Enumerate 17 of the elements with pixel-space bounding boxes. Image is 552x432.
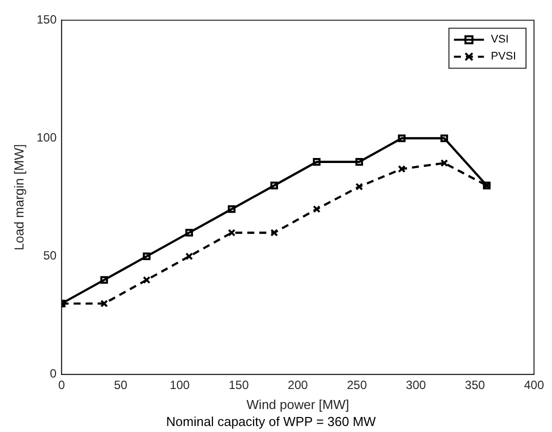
text: Nominal capacity of WPP = 360 MW: [166, 414, 377, 429]
x-tick-label: 200: [288, 378, 308, 392]
x-axis-title: Wind power [MW]: [246, 397, 350, 412]
x-tick-label: 250: [346, 378, 368, 392]
y-tick-label: 50: [43, 248, 57, 263]
x-tick-label: 400: [524, 378, 544, 392]
x-tick-label: 350: [464, 378, 486, 392]
y-tick-label: 150: [36, 12, 57, 27]
x-tick-label: 50: [114, 378, 128, 392]
y-tick-label: 0: [50, 366, 57, 381]
x-tick-label: 100: [170, 378, 190, 392]
x-tick-label: 300: [406, 378, 426, 392]
x-tick-label: 150: [228, 378, 250, 392]
legend-label: VSI: [490, 34, 509, 46]
y-axis-title: Load margin [MW]: [11, 144, 26, 250]
legend-label: PVSI: [490, 50, 516, 63]
y-tick-label: 100: [36, 130, 57, 145]
